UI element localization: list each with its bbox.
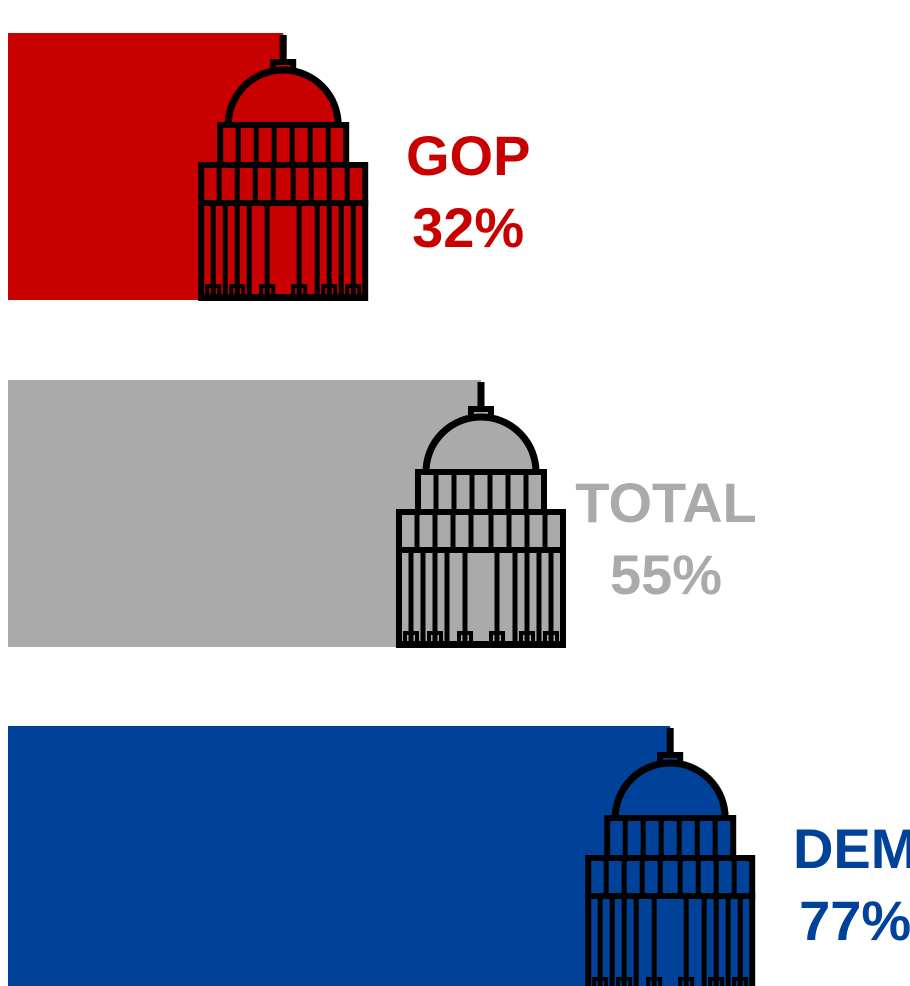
bar-row-gop: GOP 32%: [8, 33, 530, 300]
category-label-total: TOTAL: [575, 471, 756, 534]
value-label-gop: 32%: [412, 196, 524, 259]
bar-row-dem: DEM 77%: [8, 726, 910, 986]
value-label-dem: 77%: [799, 889, 910, 952]
value-label-total: 55%: [610, 543, 722, 606]
bar-row-total: TOTAL 55%: [8, 380, 757, 647]
bar-dem: [8, 726, 671, 986]
category-label-dem: DEM: [793, 817, 910, 880]
category-label-gop: GOP: [406, 124, 530, 187]
